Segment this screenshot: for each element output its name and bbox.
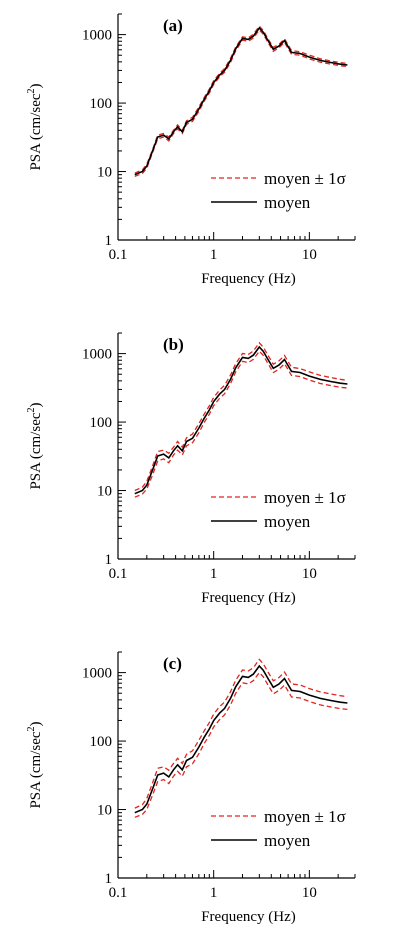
chart-panel-3: 11010010000.1110Frequency (Hz)PSA (cm/se… [26, 652, 355, 925]
y-tick-label: 100 [90, 734, 113, 750]
chart-panel-2: 11010010000.1110Frequency (Hz)PSA (cm/se… [26, 333, 355, 606]
panel-label: (a) [163, 16, 183, 35]
series-line-mean [135, 347, 348, 494]
x-tick-label: 0.1 [109, 885, 128, 901]
y-axis-title-end: ) [28, 721, 44, 726]
x-tick-label: 1 [210, 566, 218, 582]
x-tick-label: 1 [210, 885, 218, 901]
y-tick-label: 100 [90, 96, 113, 112]
y-axis-title-main: PSA (cm/sec [28, 412, 44, 489]
legend-label-band: moyen ± 1σ [264, 169, 346, 188]
y-tick-label: 1000 [82, 666, 112, 682]
x-tick-label: 0.1 [109, 566, 128, 582]
y-axis-title-end: ) [28, 83, 44, 88]
x-tick-label: 10 [302, 885, 317, 901]
panel-label: (b) [163, 335, 184, 354]
x-axis-title: Frequency (Hz) [201, 271, 296, 287]
series-line-upper-sigma [135, 343, 348, 491]
legend-label-band: moyen ± 1σ [264, 488, 346, 507]
y-axis-title-end: ) [28, 402, 44, 407]
legend-label-band: moyen ± 1σ [264, 807, 346, 826]
x-tick-label: 10 [302, 566, 317, 582]
y-tick-label: 10 [97, 165, 112, 181]
series-line-lower-sigma [135, 673, 348, 818]
y-axis-title: PSA (cm/sec2) [26, 83, 44, 170]
y-tick-label: 1000 [82, 347, 112, 363]
legend-label-mean: moyen [264, 193, 311, 212]
series-line-upper-sigma [135, 659, 348, 808]
y-axis-title-main: PSA (cm/sec [28, 93, 44, 170]
y-tick-label: 10 [97, 803, 112, 819]
x-axis-title: Frequency (Hz) [201, 590, 296, 606]
panel-label: (c) [163, 654, 182, 673]
x-axis-title: Frequency (Hz) [201, 909, 296, 925]
y-axis-title: PSA (cm/sec2) [26, 402, 44, 489]
y-tick-label: 100 [90, 415, 113, 431]
y-axis-title-main: PSA (cm/sec [28, 731, 44, 808]
y-tick-label: 10 [97, 484, 112, 500]
legend-label-mean: moyen [264, 831, 311, 850]
x-tick-label: 0.1 [109, 247, 128, 263]
series-line-lower-sigma [135, 30, 348, 177]
y-tick-label: 1000 [82, 28, 112, 44]
chart-panel-1: 11010010000.1110Frequency (Hz)PSA (cm/se… [26, 14, 355, 287]
x-tick-label: 10 [302, 247, 317, 263]
legend-label-mean: moyen [264, 512, 311, 531]
x-tick-label: 1 [210, 247, 218, 263]
series-line-mean [135, 666, 348, 813]
series-line-mean [135, 28, 348, 175]
y-axis-title: PSA (cm/sec2) [26, 721, 44, 808]
series-line-upper-sigma [135, 26, 348, 173]
series-line-lower-sigma [135, 351, 348, 497]
